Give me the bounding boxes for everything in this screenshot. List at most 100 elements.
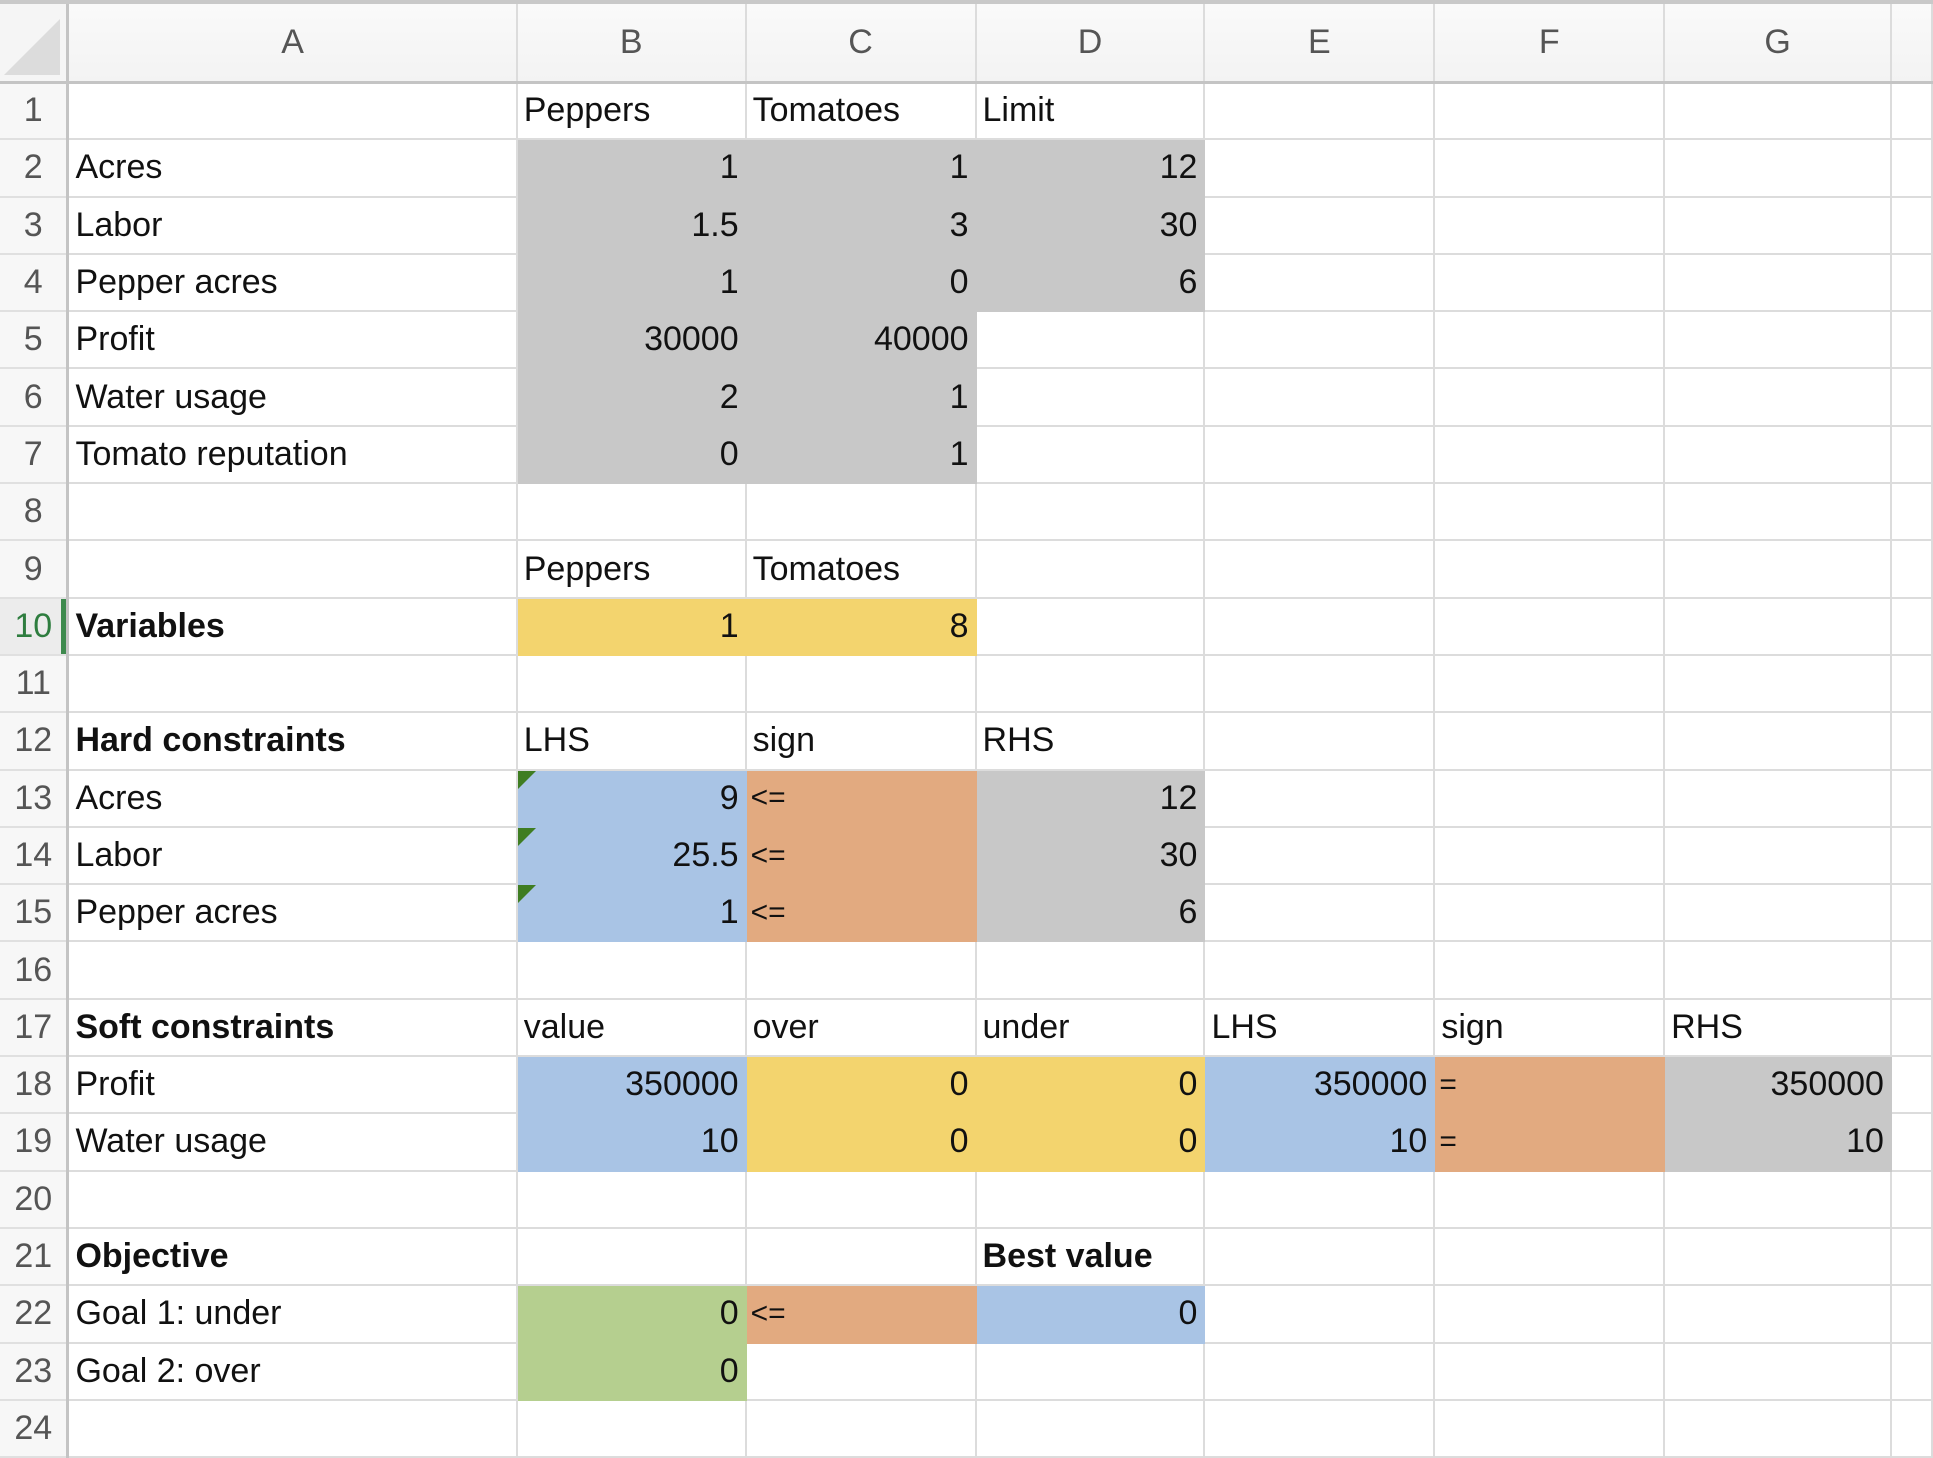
cell-d15[interactable]: 6 <box>975 884 1206 943</box>
cell-h15[interactable] <box>1890 884 1933 943</box>
row-header-3[interactable]: 3 <box>0 196 70 255</box>
cell-c22[interactable]: <= <box>745 1285 977 1344</box>
cell-a2[interactable]: Acres <box>67 139 518 198</box>
cell-b8[interactable] <box>516 483 747 542</box>
cell-a15[interactable]: Pepper acres <box>67 884 518 943</box>
cell-d16[interactable] <box>975 941 1206 1000</box>
cell-f19[interactable]: = <box>1434 1113 1666 1172</box>
row-header-2[interactable]: 2 <box>0 139 70 198</box>
cell-e18[interactable]: 350000 <box>1204 1056 1436 1115</box>
cell-g22[interactable] <box>1664 1285 1892 1344</box>
cell-e10[interactable] <box>1204 597 1436 656</box>
cell-c1[interactable]: Tomatoes <box>745 82 977 141</box>
row-header-16[interactable]: 16 <box>0 941 70 1000</box>
cell-g23[interactable] <box>1664 1342 1892 1401</box>
cell-b5[interactable]: 30000 <box>516 311 747 370</box>
select-all-button[interactable] <box>0 4 70 84</box>
cell-f23[interactable] <box>1434 1342 1666 1401</box>
cell-b16[interactable] <box>516 941 747 1000</box>
row-header-11[interactable]: 11 <box>0 654 70 714</box>
cell-a17[interactable]: Soft constraints <box>67 998 518 1058</box>
cell-h13[interactable] <box>1890 769 1933 828</box>
cell-e12[interactable] <box>1204 712 1436 771</box>
column-header-e[interactable]: E <box>1204 4 1436 84</box>
cell-h3[interactable] <box>1890 196 1933 255</box>
cell-f14[interactable] <box>1434 826 1666 886</box>
formula-warning-triangle-icon[interactable] <box>517 827 536 846</box>
row-header-17[interactable]: 17 <box>0 998 70 1058</box>
cell-e4[interactable] <box>1204 253 1436 313</box>
cell-b2[interactable]: 1 <box>516 139 747 198</box>
cell-f7[interactable] <box>1434 425 1666 485</box>
cell-h24[interactable] <box>1890 1399 1933 1458</box>
cell-e24[interactable] <box>1204 1399 1436 1458</box>
cell-c16[interactable] <box>745 941 977 1000</box>
cell-h9[interactable] <box>1890 540 1933 599</box>
cell-h4[interactable] <box>1890 253 1933 313</box>
cell-a4[interactable]: Pepper acres <box>67 253 518 313</box>
cell-c9[interactable]: Tomatoes <box>745 540 977 599</box>
cell-d19[interactable]: 0 <box>975 1113 1206 1172</box>
cell-d17[interactable]: under <box>975 998 1206 1058</box>
cell-c3[interactable]: 3 <box>745 196 977 255</box>
cell-g24[interactable] <box>1664 1399 1892 1458</box>
cell-h20[interactable] <box>1890 1170 1933 1229</box>
cell-b3[interactable]: 1.5 <box>516 196 747 255</box>
cell-d5[interactable] <box>975 311 1206 370</box>
cell-g17[interactable]: RHS <box>1664 998 1892 1058</box>
cell-a22[interactable]: Goal 1: under <box>67 1285 518 1344</box>
cell-d10[interactable] <box>975 597 1206 656</box>
cell-h14[interactable] <box>1890 826 1933 886</box>
cell-b1[interactable]: Peppers <box>516 82 747 141</box>
cell-b23[interactable]: 0 <box>516 1342 747 1401</box>
column-header-f[interactable]: F <box>1434 4 1666 84</box>
cell-a24[interactable] <box>67 1399 518 1458</box>
cell-b18[interactable]: 350000 <box>516 1056 747 1115</box>
cell-a23[interactable]: Goal 2: over <box>67 1342 518 1401</box>
cell-g20[interactable] <box>1664 1170 1892 1229</box>
cell-e9[interactable] <box>1204 540 1436 599</box>
cell-h1[interactable] <box>1890 82 1933 141</box>
row-header-9[interactable]: 9 <box>0 540 70 599</box>
cell-b4[interactable]: 1 <box>516 253 747 313</box>
cell-c19[interactable]: 0 <box>745 1113 977 1172</box>
cell-c7[interactable]: 1 <box>745 425 977 485</box>
column-header-d[interactable]: D <box>975 4 1206 84</box>
cell-g2[interactable] <box>1664 139 1892 198</box>
cell-d13[interactable]: 12 <box>975 769 1206 828</box>
cell-f12[interactable] <box>1434 712 1666 771</box>
cell-d22[interactable]: 0 <box>975 1285 1206 1344</box>
cell-d24[interactable] <box>975 1399 1206 1458</box>
cell-f15[interactable] <box>1434 884 1666 943</box>
cell-d8[interactable] <box>975 483 1206 542</box>
row-header-20[interactable]: 20 <box>0 1170 70 1229</box>
cell-h10[interactable] <box>1890 597 1933 656</box>
cell-h22[interactable] <box>1890 1285 1933 1344</box>
cell-b11[interactable] <box>516 654 747 714</box>
cell-a20[interactable] <box>67 1170 518 1229</box>
cell-d6[interactable] <box>975 368 1206 427</box>
cell-f8[interactable] <box>1434 483 1666 542</box>
cell-g1[interactable] <box>1664 82 1892 141</box>
cell-e6[interactable] <box>1204 368 1436 427</box>
cell-e17[interactable]: LHS <box>1204 998 1436 1058</box>
cell-e1[interactable] <box>1204 82 1436 141</box>
cell-a1[interactable] <box>67 82 518 141</box>
row-header-6[interactable]: 6 <box>0 368 70 427</box>
cell-g16[interactable] <box>1664 941 1892 1000</box>
cell-e22[interactable] <box>1204 1285 1436 1344</box>
row-header-23[interactable]: 23 <box>0 1342 70 1401</box>
cell-d3[interactable]: 30 <box>975 196 1206 255</box>
cell-c11[interactable] <box>745 654 977 714</box>
cell-f22[interactable] <box>1434 1285 1666 1344</box>
cell-h12[interactable] <box>1890 712 1933 771</box>
cell-f20[interactable] <box>1434 1170 1666 1229</box>
cell-h18[interactable] <box>1890 1056 1933 1115</box>
cell-f17[interactable]: sign <box>1434 998 1666 1058</box>
cell-d21[interactable]: Best value <box>975 1227 1206 1287</box>
cell-c6[interactable]: 1 <box>745 368 977 427</box>
cell-h16[interactable] <box>1890 941 1933 1000</box>
row-header-19[interactable]: 19 <box>0 1113 70 1172</box>
row-header-18[interactable]: 18 <box>0 1056 70 1115</box>
row-header-4[interactable]: 4 <box>0 253 70 313</box>
